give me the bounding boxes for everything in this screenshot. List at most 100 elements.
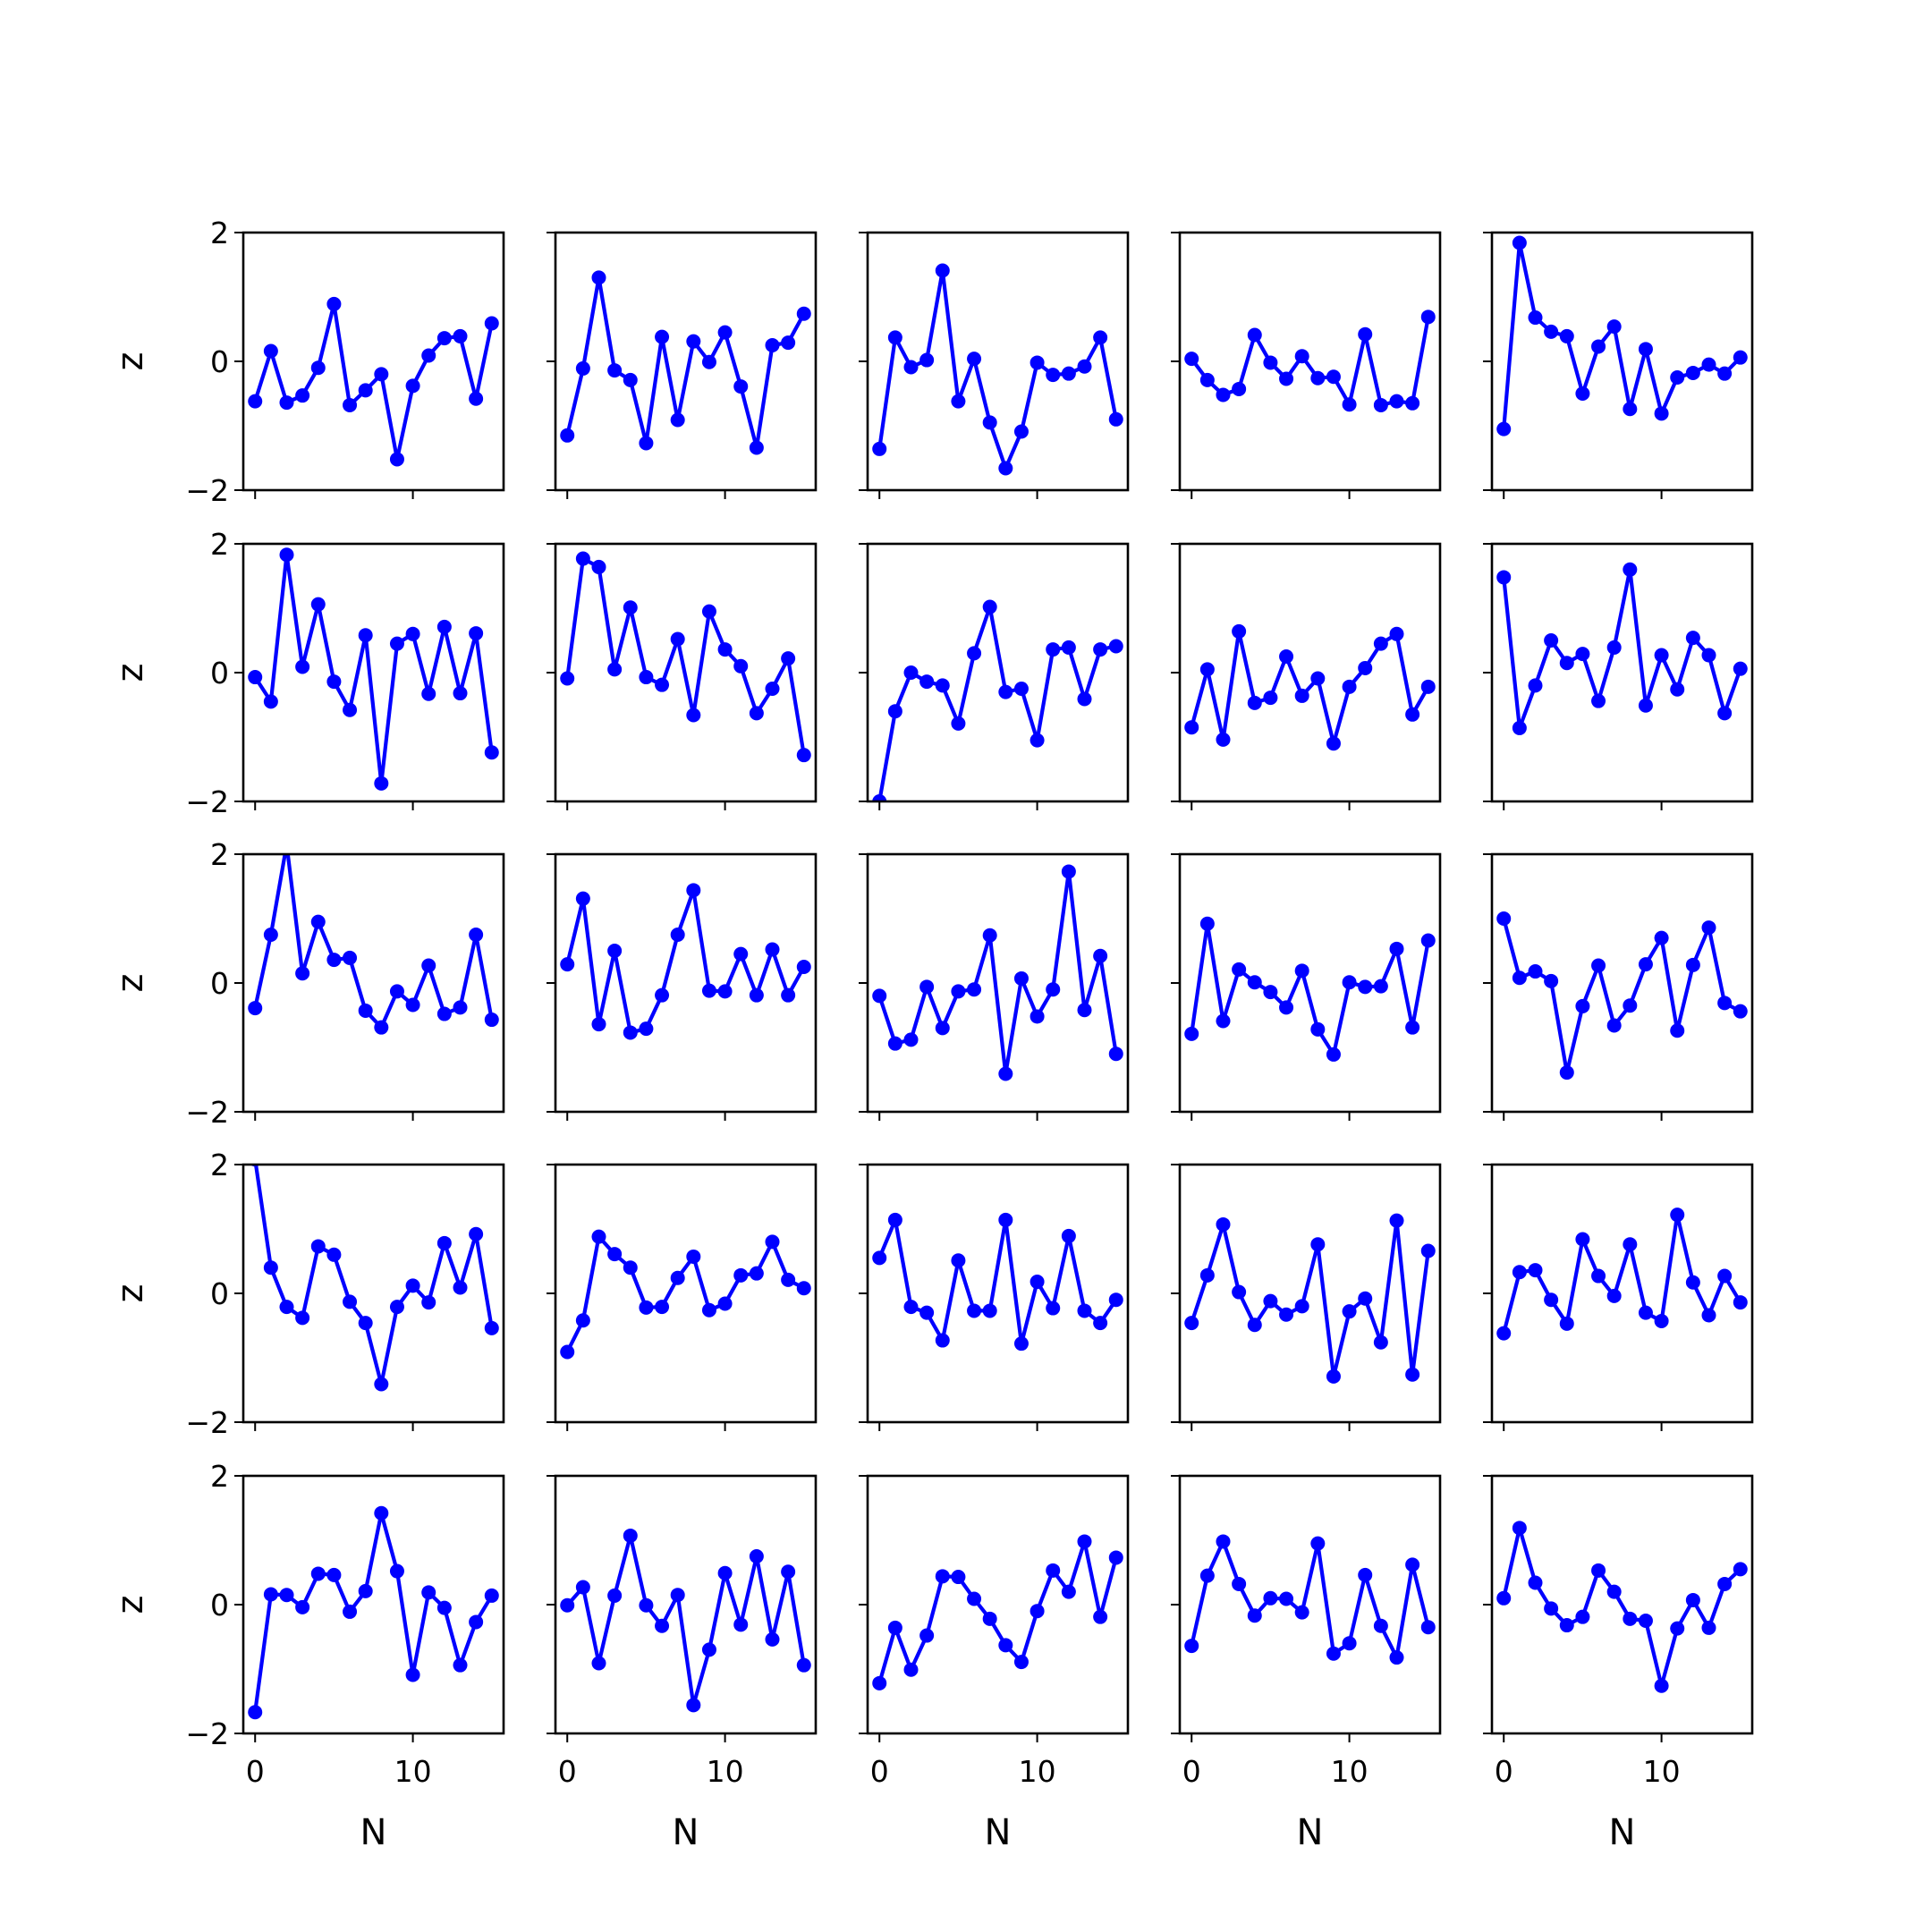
data-point — [1199, 1267, 1215, 1283]
data-point — [1013, 1655, 1029, 1670]
data-point — [887, 1036, 902, 1051]
data-point — [374, 775, 389, 791]
data-point — [796, 1657, 811, 1673]
data-point — [607, 1247, 623, 1262]
data-point — [639, 1300, 654, 1315]
data-point — [1216, 1534, 1231, 1549]
series-line — [1502, 918, 1741, 1075]
data-point — [1389, 626, 1404, 641]
data-point — [1685, 1592, 1700, 1607]
data-point — [1405, 1557, 1420, 1572]
subplot-r2-c3 — [859, 542, 1130, 810]
subplot-r1-c3 — [859, 231, 1130, 499]
data-point — [1108, 1550, 1123, 1565]
data-point — [1638, 1614, 1653, 1628]
data-point — [1717, 996, 1733, 1011]
subplot-r3-c1: 2 0 −2 z — [110, 837, 505, 1130]
series-line — [1190, 629, 1430, 746]
data-point — [1061, 1584, 1076, 1599]
data-point — [1405, 1020, 1420, 1035]
data-point — [389, 452, 404, 467]
data-point — [935, 1569, 950, 1584]
data-point — [998, 684, 1013, 699]
data-point — [1184, 1316, 1199, 1331]
series-group — [248, 296, 499, 467]
data-point — [655, 1618, 670, 1633]
x-tick-label: 10 — [1643, 1754, 1681, 1789]
data-point — [1420, 679, 1436, 694]
data-point — [1733, 1562, 1748, 1577]
data-point — [998, 461, 1013, 476]
data-point — [1030, 1604, 1045, 1619]
series-group — [1184, 916, 1436, 1062]
data-point — [1184, 1639, 1199, 1654]
data-point — [1046, 1301, 1061, 1316]
data-point — [575, 360, 590, 376]
data-point — [1247, 1318, 1262, 1333]
data-point — [1701, 1308, 1716, 1323]
series-line — [565, 556, 806, 756]
data-point — [872, 988, 887, 1004]
series-group — [250, 1165, 499, 1392]
data-point — [903, 1662, 919, 1677]
data-point — [1326, 369, 1341, 385]
data-point — [967, 352, 982, 367]
data-point — [982, 599, 997, 614]
data-point — [1559, 328, 1574, 343]
data-point — [1093, 330, 1108, 345]
data-point — [1528, 964, 1543, 979]
data-point — [591, 270, 606, 285]
data-point — [967, 982, 982, 997]
data-point — [919, 352, 935, 368]
data-point — [263, 343, 278, 359]
data-point — [872, 1675, 887, 1690]
data-point — [436, 331, 452, 346]
data-point — [343, 950, 358, 965]
series-group — [872, 1212, 1123, 1352]
data-point — [1420, 1620, 1436, 1635]
data-point — [919, 979, 935, 995]
data-point — [765, 942, 780, 957]
series-group — [872, 864, 1123, 1081]
x-tick-label: 10 — [1331, 1754, 1368, 1789]
data-point — [1512, 970, 1527, 986]
data-point — [1512, 1521, 1527, 1536]
data-point — [935, 1333, 950, 1348]
data-point — [1342, 397, 1357, 412]
series-line — [877, 268, 1118, 470]
data-point — [1358, 1291, 1373, 1306]
data-point — [982, 928, 997, 943]
data-point — [453, 1657, 468, 1673]
data-point — [1670, 370, 1685, 385]
data-point — [1061, 864, 1076, 879]
data-point — [1199, 916, 1215, 931]
data-point — [1733, 1004, 1748, 1019]
data-point — [1263, 355, 1278, 370]
data-point — [358, 383, 373, 398]
data-point — [560, 957, 575, 972]
data-point — [887, 330, 902, 345]
data-point — [1717, 1576, 1733, 1591]
x-tick-label: 0 — [1182, 1754, 1201, 1789]
data-point — [781, 987, 796, 1003]
series-group — [872, 263, 1123, 476]
subplot-r4-c4 — [1171, 1163, 1442, 1431]
data-point — [887, 704, 902, 719]
data-point — [1606, 1018, 1622, 1033]
subplot-r5-c3: 0 10N — [859, 1474, 1130, 1853]
data-point — [982, 1611, 997, 1626]
data-point — [263, 1260, 278, 1275]
data-point — [1638, 342, 1653, 357]
data-point — [1310, 671, 1326, 686]
series-group — [248, 1505, 499, 1720]
data-point — [982, 1303, 997, 1318]
data-point — [749, 1266, 764, 1281]
data-point — [1279, 649, 1294, 664]
data-point — [1013, 682, 1029, 696]
data-point — [263, 1587, 278, 1602]
data-point — [1685, 631, 1700, 646]
data-point — [560, 1597, 575, 1613]
data-point — [1373, 1618, 1388, 1633]
data-point — [998, 1066, 1013, 1081]
data-point — [1077, 691, 1092, 707]
